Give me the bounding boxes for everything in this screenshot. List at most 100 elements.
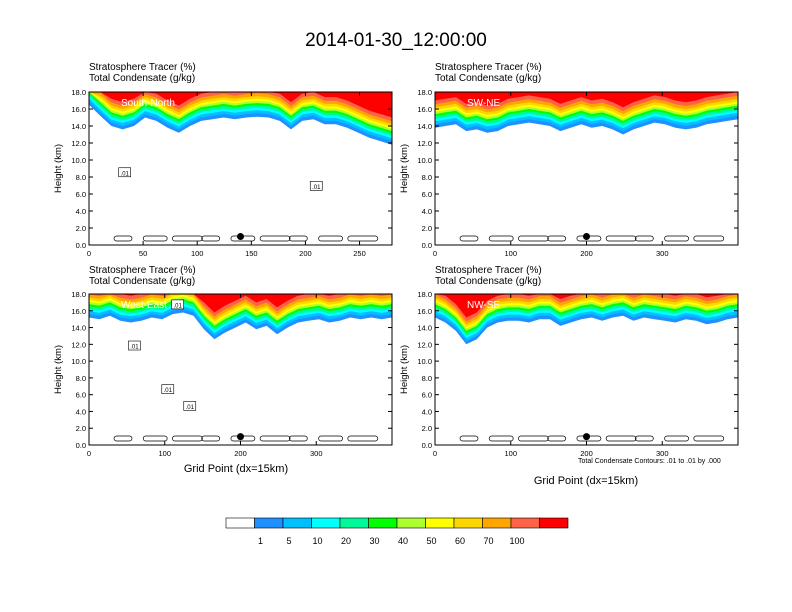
location-marker — [583, 233, 590, 240]
x-tick-label: 100 — [504, 449, 517, 458]
y-tick-label: 10.0 — [71, 357, 86, 366]
plot-area: NW-SE 0.0 2.0 4.0 6.0 8.0 10.0 12.0 14.0 16.0 18.0… — [399, 290, 739, 458]
x-tick-label: 200 — [580, 249, 593, 258]
panel-field-label-tracer: Stratosphere Tracer (%) — [435, 265, 542, 276]
y-tick-label: 16.0 — [71, 307, 86, 316]
colorbar-swatch — [510, 517, 540, 529]
condensate-contour — [288, 235, 308, 242]
condensate-contour — [605, 235, 637, 242]
tracer-band-10 — [89, 92, 392, 122]
y-tick-label: 18.0 — [71, 88, 86, 97]
y-tick-label: 14.0 — [417, 122, 432, 131]
condensate-contour — [259, 235, 291, 242]
panel-field-label-tracer: Stratosphere Tracer (%) — [89, 62, 196, 73]
condensate-contour — [518, 435, 549, 442]
location-marker — [237, 233, 244, 240]
plot-area: SW-NE 0.0 2.0 4.0 6.0 8.0 10.0 12.0 14.0 16.0 18.0… — [399, 88, 739, 258]
contour-label: .01 — [186, 405, 195, 411]
condensate-contour — [488, 435, 514, 442]
condensate-contour — [459, 435, 479, 442]
y-tick-label: 4.0 — [76, 207, 86, 216]
colorbar-label: 30 — [369, 536, 379, 546]
contour-label: .01 — [312, 185, 321, 191]
x-tick-label: 300 — [656, 449, 669, 458]
x-tick-label: 200 — [580, 449, 593, 458]
x-axis-label: Grid Point (dx=15km) — [534, 475, 638, 487]
x-tick-label: 0 — [87, 449, 91, 458]
condensate-contour — [664, 235, 689, 242]
y-tick-label: 16.0 — [71, 105, 86, 114]
y-tick-label: 6.0 — [76, 391, 86, 400]
colorbar-label: 70 — [483, 536, 493, 546]
tracer-band-11 — [89, 92, 392, 118]
y-tick-label: 4.0 — [422, 407, 432, 416]
y-tick-label: 12.0 — [417, 340, 432, 349]
x-tick-label: 0 — [433, 249, 437, 258]
y-tick-label: 18.0 — [417, 290, 432, 299]
condensate-contour — [488, 235, 514, 242]
condensate-contour — [347, 435, 379, 442]
colorbar-swatch — [225, 517, 255, 529]
y-tick-label: 0.0 — [422, 441, 432, 450]
contour-label: .01 — [121, 171, 130, 177]
x-tick-label: 150 — [245, 249, 258, 258]
colorbar-swatch — [482, 517, 512, 529]
contour-label-box — [161, 384, 175, 394]
colorbar-swatch — [254, 517, 284, 529]
panel-field-label-condensate: Total Condensate (g/kg) — [435, 276, 542, 287]
contour-label: .01 — [130, 345, 139, 351]
y-axis-label: Height (km) — [399, 345, 410, 394]
y-tick-label: 10.0 — [417, 357, 432, 366]
cross-section-label: South-North — [121, 98, 175, 109]
location-marker — [583, 433, 590, 441]
y-tick-label: 12.0 — [417, 139, 432, 148]
tracer-band-8 — [89, 294, 392, 322]
x-axis-label: Grid Point (dx=15km) — [184, 463, 288, 475]
colorbar-swatch — [425, 517, 455, 529]
condensate-contour — [113, 235, 133, 242]
colorbar-swatch — [339, 517, 369, 529]
y-tick-label: 4.0 — [422, 207, 432, 216]
condensate-contour — [201, 435, 221, 442]
condensate-contour — [318, 235, 343, 242]
contour-label: .01 — [173, 303, 182, 309]
y-tick-label: 2.0 — [76, 224, 86, 233]
condensate-contour — [547, 235, 567, 242]
condensate-contour — [518, 235, 549, 242]
condensate-contour — [605, 435, 637, 442]
colorbar-label: 1 — [258, 536, 263, 546]
condensate-contour — [634, 435, 654, 442]
condensate-contour — [172, 235, 203, 242]
colorbar-label: 60 — [455, 536, 465, 546]
tracer-band-10 — [89, 294, 392, 317]
condensate-contour — [259, 435, 291, 442]
x-tick-label: 0 — [433, 449, 437, 458]
y-tick-label: 6.0 — [422, 391, 432, 400]
y-tick-label: 10.0 — [71, 156, 86, 165]
y-tick-label: 16.0 — [417, 307, 432, 316]
y-axis-label: Height (km) — [399, 144, 410, 193]
colorbar-label: 10 — [312, 536, 322, 546]
y-tick-label: 18.0 — [417, 88, 432, 97]
y-tick-label: 4.0 — [76, 407, 86, 416]
x-tick-label: 200 — [234, 449, 247, 458]
y-tick-label: 8.0 — [76, 374, 86, 383]
y-tick-label: 8.0 — [76, 173, 86, 182]
y-tick-label: 14.0 — [71, 122, 86, 131]
y-tick-label: 18.0 — [71, 290, 86, 299]
location-marker — [237, 433, 244, 441]
contour-label-box — [309, 181, 323, 191]
y-tick-label: 0.0 — [76, 441, 86, 450]
colorbar-label: 100 — [509, 536, 524, 546]
contour-label-box — [118, 167, 132, 178]
condensate-contour — [288, 435, 308, 442]
panel-field-label-tracer: Stratosphere Tracer (%) — [435, 62, 542, 73]
y-tick-label: 14.0 — [71, 324, 86, 333]
colorbar-swatch — [368, 517, 398, 529]
colorbar-legend: 1 5 10 20 30 40 50 60 70 100 — [225, 517, 569, 546]
contour-label-box — [128, 340, 141, 351]
colorbar-label: 40 — [398, 536, 408, 546]
y-axis-label: Height (km) — [53, 144, 64, 193]
panel-field-label-tracer: Stratosphere Tracer (%) — [89, 265, 196, 276]
chart-title: 2014-01-30_12:00:00 — [305, 30, 487, 51]
